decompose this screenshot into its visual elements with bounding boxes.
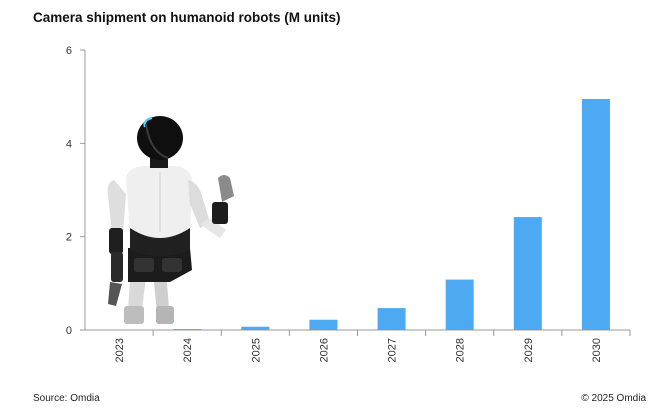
- x-tick-label: 2023: [114, 338, 126, 362]
- chart-title: Camera shipment on humanoid robots (M un…: [33, 10, 341, 25]
- bar-2030: [581, 99, 610, 330]
- bar-2025: [241, 326, 270, 330]
- copyright-note: © 2025 Omdia: [581, 393, 646, 404]
- x-tick-label: 2024: [182, 338, 194, 362]
- bar-2024: [173, 329, 202, 330]
- x-tick-label: 2025: [250, 338, 262, 362]
- bar-2029: [513, 217, 542, 330]
- y-tick-label: 6: [66, 45, 72, 57]
- x-tick-label: 2028: [455, 338, 467, 362]
- bar-2026: [309, 319, 338, 330]
- y-tick-label: 4: [66, 138, 72, 150]
- y-tick-label: 2: [66, 232, 72, 244]
- bar-2027: [377, 308, 406, 330]
- humanoid-robot-icon: [107, 116, 234, 324]
- x-tick-label: 2030: [591, 338, 603, 362]
- x-tick-label: 2026: [318, 338, 330, 362]
- bar-2028: [445, 279, 474, 330]
- x-tick-label: 2029: [523, 338, 535, 362]
- y-tick-label: 0: [66, 325, 72, 337]
- x-tick-label: 2027: [387, 338, 399, 362]
- source-note: Source: Omdia: [33, 393, 100, 404]
